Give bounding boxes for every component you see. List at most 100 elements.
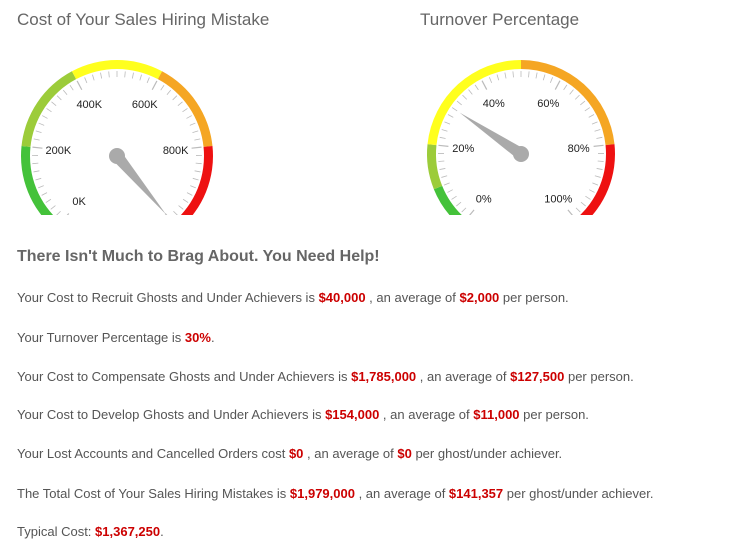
cost-gauge-tick [189, 122, 196, 126]
turnover-gauge-tick [456, 201, 462, 207]
turnover-gauge-tick [496, 74, 500, 81]
cost-gauge-tick [51, 101, 57, 106]
compensate-cost-line: Your Cost to Compensate Ghosts and Under… [17, 369, 634, 384]
cost-gauge-tick [45, 198, 52, 203]
cost-gauge-tick [192, 177, 199, 181]
typical-cost-label: Typical Cost: [17, 524, 96, 539]
turnover-gauge-tick [593, 144, 604, 147]
cost-gauge-tick [69, 84, 74, 91]
turnover-gauge-tick [554, 80, 561, 90]
turnover-gauge-band-3 [521, 60, 615, 146]
cost-gauge-tick [194, 170, 201, 173]
cost-gauge-tick [146, 77, 150, 84]
turnover-gauge-tick-label: 80% [568, 143, 590, 155]
turnover-gauge-tick [468, 89, 473, 95]
turnover-gauge-tick [591, 121, 598, 125]
turnover-value: 30% [184, 330, 211, 345]
cost-gauge-band-0 [21, 145, 54, 215]
cost-gauge-tick [191, 146, 202, 149]
compensate-average-value: $127,500 [510, 369, 565, 384]
cost-gauge-tick [177, 101, 183, 106]
turnover-gauge: 0% 20% 40% 60% 80% 100% [427, 60, 615, 215]
turnover-gauge-tick [592, 182, 599, 186]
assessment-message: There Isn't Much to Brag About. You Need… [17, 248, 380, 265]
turnover-gauge-needle-hub [513, 146, 529, 162]
turnover-gauge-band-0 [433, 185, 462, 215]
turnover-gauge-tick [438, 160, 445, 162]
turnover-gauge-tick [535, 72, 538, 79]
cost-gauge-tick [192, 130, 199, 134]
lost-accounts-value: $0 [288, 446, 304, 461]
develop-average-value: $11,000 [473, 407, 520, 422]
cost-gauge-band-1 [21, 71, 77, 147]
develop-cost-label: Your Cost to Develop Ghosts and Under Ac… [17, 407, 326, 422]
recruit-cost-line: Your Cost to Recruit Ghosts and Under Ac… [17, 290, 569, 305]
total-cost-label: The Total Cost of Your Sales Hiring Mist… [17, 486, 290, 501]
turnover-gauge-tick [469, 209, 475, 215]
turnover-gauge-tick [594, 129, 601, 132]
cost-gauge-tick [50, 205, 56, 210]
turnover-gauge-band-2 [427, 60, 521, 146]
turnover-gauge-band-4 [580, 144, 615, 215]
typical-cost-suffix: . [160, 524, 164, 539]
turnover-gauge-tick [504, 72, 507, 79]
cost-gauge-tick-label: 200K [45, 145, 71, 157]
cost-gauge-title: Cost of Your Sales Hiring Mistake [17, 10, 270, 29]
turnover-label: Your Turnover Percentage is [17, 330, 185, 345]
turnover-gauge-tick [441, 175, 448, 178]
cost-gauge-tick [182, 108, 188, 113]
typical-cost-line: Typical Cost: $1,367,250. [17, 524, 164, 539]
turnover-gauge-tick [528, 71, 530, 78]
cost-gauge-tick [56, 210, 61, 215]
cost-gauge-needle-hub [109, 148, 125, 164]
turnover-gauge-tick [594, 175, 601, 178]
recruit-cost-label: Your Cost to Recruit Ghosts and Under Ac… [17, 290, 319, 305]
cost-gauge-tick [35, 130, 42, 134]
turnover-gauge-tick [588, 114, 595, 118]
turnover-gauge-tick [439, 168, 446, 170]
cost-gauge-tick [124, 71, 126, 78]
cost-gauge-tick [38, 185, 44, 189]
cost-gauge-tick [178, 205, 184, 210]
turnover-gauge-tick-label: 20% [452, 143, 474, 155]
turnover-gauge-tick [585, 195, 591, 200]
cost-gauge-tick [33, 138, 40, 141]
total-average-value: $141,357 [448, 486, 504, 501]
turnover-gauge-tick [589, 189, 595, 193]
compensate-cost-value: $1,785,000 [351, 369, 417, 384]
turnover-gauge-title: Turnover Percentage [420, 10, 580, 29]
cost-gauge-tick [195, 162, 202, 165]
cost-gauge-tick [173, 210, 178, 215]
develop-average-label: , an average of [379, 407, 474, 422]
cost-gauge-tick [160, 84, 165, 91]
cost-gauge-tick [32, 146, 43, 149]
cost-gauge-tick-label: 800K [163, 145, 189, 157]
compensate-cost-label: Your Cost to Compensate Ghosts and Under… [17, 369, 352, 384]
cost-gauge-tick [186, 192, 193, 196]
turnover-gauge-tick [447, 114, 454, 118]
compensate-cost-suffix: per person. [564, 369, 634, 384]
cost-gauge-tick-label: 0K [72, 196, 86, 208]
turnover-gauge-tick [549, 77, 553, 83]
cost-gauge-tick [41, 192, 48, 196]
turnover-gauge-tick [580, 201, 586, 207]
turnover-gauge-tick [462, 94, 468, 100]
recruit-average-label: , an average of [365, 290, 460, 305]
recruit-average-value: $2,000 [459, 290, 500, 305]
turnover-gauge-tick [439, 136, 446, 139]
cost-gauge-tick [46, 108, 52, 113]
cost-gauge-band-3 [157, 71, 213, 147]
cost-gauge-tick [164, 213, 168, 215]
turnover-gauge-tick-label: 100% [544, 193, 572, 205]
turnover-gauge-tick [596, 168, 603, 170]
lost-accounts-suffix: per ghost/under achiever. [411, 446, 563, 461]
total-average-label: , an average of [354, 486, 449, 501]
cost-gauge-tick-label: 600K [132, 99, 158, 111]
turnover-gauge-tick [569, 89, 574, 95]
turnover-gauge-tick [567, 209, 573, 215]
total-cost-line: The Total Cost of Your Sales Hiring Mist… [17, 486, 653, 501]
cost-gauge-band-4 [180, 145, 213, 215]
turnover-gauge-tick [542, 74, 546, 81]
recruit-cost-suffix: per person. [499, 290, 569, 305]
cost-gauge-tick [33, 170, 40, 173]
